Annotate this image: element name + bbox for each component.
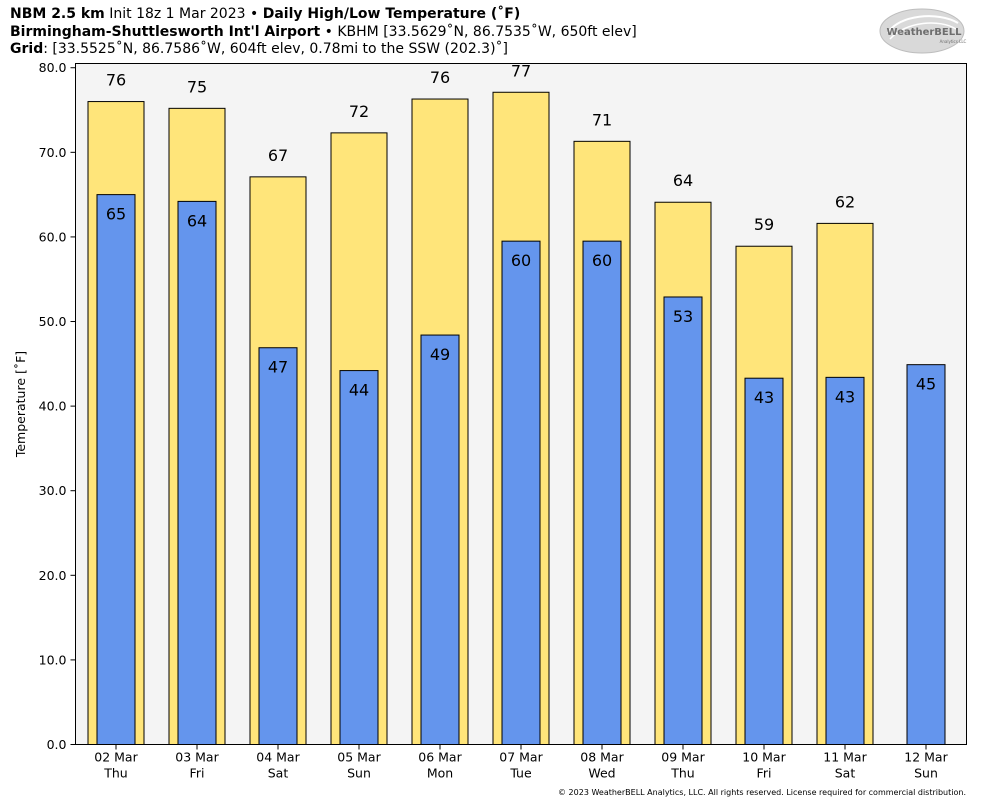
low-temp-bar <box>825 376 865 745</box>
x-tick-day-label: Thu <box>103 766 127 781</box>
low-temp-bar <box>744 377 784 745</box>
y-tick-label: 10.0 <box>39 652 67 667</box>
high-temp-label: 67 <box>268 146 288 165</box>
low-temp-label: 53 <box>673 307 693 326</box>
low-temp-bar <box>339 370 379 745</box>
grid-label: Grid <box>10 41 44 57</box>
high-temp-label: 76 <box>106 71 126 90</box>
low-temp-bar <box>420 334 460 745</box>
low-temp-label: 65 <box>106 205 126 224</box>
separator: • <box>249 6 259 22</box>
low-temp-label: 43 <box>754 388 774 407</box>
y-tick-label: 30.0 <box>39 483 67 498</box>
low-temp-label: 64 <box>187 211 207 230</box>
x-tick-date-label: 02 Mar <box>94 750 138 765</box>
low-temp-bar <box>96 194 136 746</box>
y-tick-label: 20.0 <box>39 568 67 583</box>
x-tick-day-label: Sat <box>835 766 856 781</box>
chart-title: Daily High/Low Temperature (˚F) <box>262 6 521 22</box>
x-tick-date-label: 03 Mar <box>175 750 219 765</box>
header-line-1: NBM 2.5 km Init 18z 1 Mar 2023 • Daily H… <box>10 6 637 24</box>
high-temp-label: 72 <box>349 102 369 121</box>
y-tick-label: 0.0 <box>47 737 67 752</box>
low-temp-label: 49 <box>430 345 450 364</box>
y-axis-label: Temperature [˚F] <box>13 351 28 458</box>
y-tick-label: 40.0 <box>39 399 67 414</box>
x-tick-day-label: Tue <box>509 766 532 781</box>
low-temp-label: 45 <box>916 375 936 394</box>
x-tick-date-label: 11 Mar <box>823 750 867 765</box>
y-tick-label: 60.0 <box>39 229 67 244</box>
high-temp-label: 62 <box>835 192 855 211</box>
high-temp-label: 71 <box>592 110 612 129</box>
high-temp-label: 59 <box>754 215 774 234</box>
low-temp-bar <box>663 296 703 745</box>
low-temp-label: 60 <box>592 251 612 270</box>
low-temp-bar <box>177 200 217 746</box>
low-temp-bar <box>258 347 298 745</box>
x-tick-day-label: Wed <box>588 766 615 781</box>
logo-text: WeatherBELL <box>886 27 962 38</box>
x-tick-day-label: Fri <box>190 766 205 781</box>
high-temp-label: 77 <box>511 61 531 80</box>
x-tick-date-label: 05 Mar <box>337 750 381 765</box>
y-tick-label: 50.0 <box>39 314 67 329</box>
grid-info: : [33.5525˚N, 86.7586˚W, 604ft elev, 0.7… <box>43 41 509 57</box>
init-time: Init 18z 1 Mar 2023 <box>109 6 246 22</box>
x-tick-date-label: 09 Mar <box>661 750 705 765</box>
y-tick-label: 70.0 <box>39 145 67 160</box>
x-tick-day-label: Sat <box>268 766 289 781</box>
x-tick-day-label: Sun <box>347 766 371 781</box>
logo-subtext: Analytics LLC <box>940 39 967 44</box>
y-tick-label: 80.0 <box>39 60 67 75</box>
model-name: NBM 2.5 km <box>10 6 105 22</box>
low-temp-bar <box>906 364 946 745</box>
header-line-2: Birmingham-Shuttlesworth Int'l Airport •… <box>10 24 637 42</box>
high-temp-label: 76 <box>430 68 450 87</box>
copyright-footer: © 2023 WeatherBELL Analytics, LLC. All r… <box>558 788 966 797</box>
high-temp-label: 75 <box>187 77 207 96</box>
low-temp-label: 43 <box>835 387 855 406</box>
low-temp-label: 44 <box>349 381 369 400</box>
x-tick-day-label: Sun <box>914 766 938 781</box>
x-tick-date-label: 04 Mar <box>256 750 300 765</box>
x-tick-day-label: Mon <box>427 766 453 781</box>
low-temp-bar <box>582 240 622 746</box>
x-tick-date-label: 08 Mar <box>580 750 624 765</box>
x-tick-date-label: 10 Mar <box>742 750 786 765</box>
separator: • <box>324 23 333 40</box>
weatherbell-logo: WeatherBELL Analytics LLC <box>879 8 967 54</box>
low-temp-bar <box>501 240 541 746</box>
station-info: KBHM [33.5629˚N, 86.7535˚W, 650ft elev] <box>337 23 637 40</box>
station-name: Birmingham-Shuttlesworth Int'l Airport <box>10 23 321 40</box>
low-temp-label: 60 <box>511 251 531 270</box>
chart-header: NBM 2.5 km Init 18z 1 Mar 2023 • Daily H… <box>10 6 637 59</box>
x-tick-date-label: 07 Mar <box>499 750 543 765</box>
x-tick-day-label: Fri <box>757 766 772 781</box>
high-temp-label: 64 <box>673 171 693 190</box>
low-temp-label: 47 <box>268 358 288 377</box>
x-tick-day-label: Thu <box>670 766 694 781</box>
x-tick-date-label: 12 Mar <box>904 750 948 765</box>
header-line-3: Grid: [33.5525˚N, 86.7586˚W, 604ft elev,… <box>10 41 637 59</box>
x-tick-date-label: 06 Mar <box>418 750 462 765</box>
